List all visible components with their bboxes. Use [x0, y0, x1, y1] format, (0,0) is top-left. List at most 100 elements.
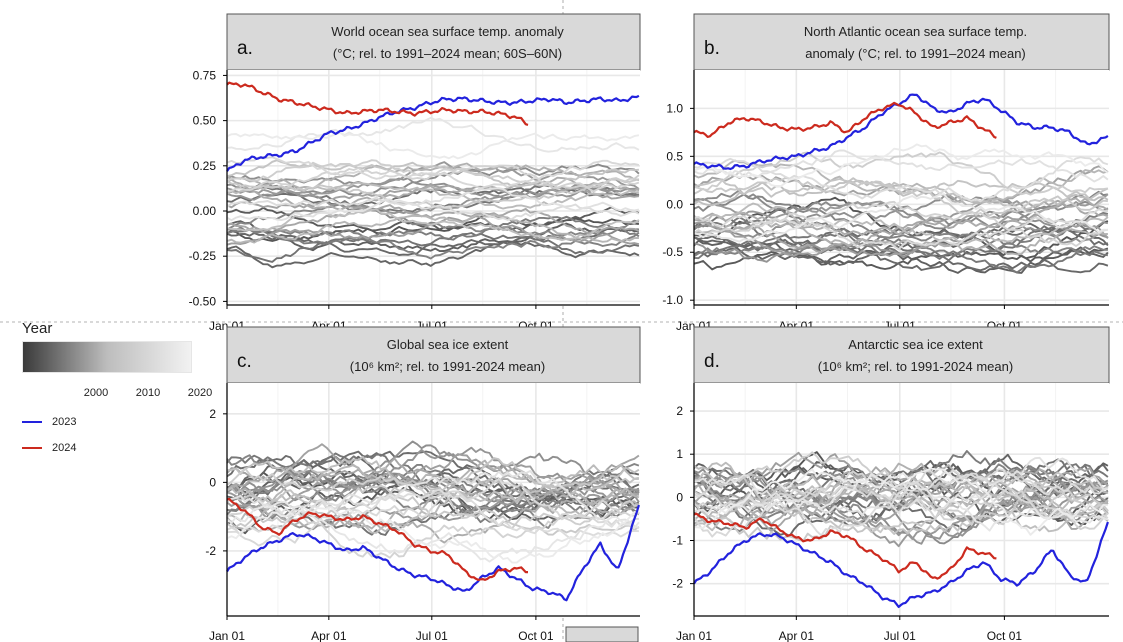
panel-label: c. — [237, 351, 252, 372]
panel-title-line1: Global sea ice extent — [387, 337, 509, 352]
series-line-year-1993 — [226, 220, 639, 253]
y-tick-label: -1.0 — [662, 293, 683, 307]
series-line-year-2017 — [693, 200, 1109, 247]
series-line-year-2008 — [693, 466, 1109, 533]
series-line-year-2019 — [693, 468, 1109, 537]
series-line-year-2021 — [693, 473, 1109, 532]
series-line-year-2018 — [693, 208, 1108, 251]
panel-title-line2: (10⁶ km²; rel. to 1991-2024 mean) — [818, 359, 1013, 374]
legend-swatch-2023 — [22, 421, 42, 423]
series-line-2023 — [693, 93, 1109, 171]
series-line-year-2000 — [693, 232, 1108, 258]
y-tick-label: -2 — [672, 577, 683, 591]
legend: Year 2000 2010 2020 2023 2024 — [22, 320, 212, 457]
series-line-year-2022 — [693, 143, 1109, 188]
series-line-year-2015 — [226, 484, 640, 536]
series-line-year-1992 — [693, 247, 1109, 271]
series-line-year-2012 — [226, 463, 640, 534]
y-tick-label: 0 — [676, 490, 683, 504]
panel-label: a. — [237, 38, 253, 59]
series-line-year-2005 — [226, 487, 640, 531]
x-tick-label: Jan 01 — [676, 629, 712, 642]
x-tick-label: Oct 01 — [518, 629, 554, 642]
series-line-year-2012 — [693, 202, 1109, 245]
legend-tick: 2000 — [83, 387, 109, 399]
series-line-year-2018 — [226, 477, 639, 547]
series-line-year-2019 — [693, 156, 1109, 203]
series-line-year-2017 — [226, 164, 640, 193]
series-line-year-2007 — [226, 182, 640, 209]
legend-item-2024: 2024 — [22, 439, 202, 457]
legend-ticks: 2000 2010 2020 — [22, 387, 212, 405]
y-tick-label: 0 — [209, 475, 216, 489]
series-line-year-2006 — [693, 213, 1109, 257]
series-line-year-1997 — [226, 232, 640, 263]
series-line-year-2018 — [226, 156, 640, 190]
series-line-year-1999 — [226, 215, 640, 245]
x-tick-label: Oct 01 — [987, 629, 1023, 642]
series-line-year-2000 — [226, 226, 640, 260]
x-tick-label: Apr 01 — [311, 629, 347, 642]
y-tick-label: 1.0 — [666, 101, 683, 115]
series-line-year-2010 — [693, 222, 1108, 256]
x-tick-label: Jul 01 — [884, 629, 916, 642]
legend-color-gradient — [22, 341, 192, 373]
series-line-year-2005 — [693, 193, 1109, 223]
y-tick-label: 0.50 — [193, 114, 217, 128]
y-tick-label: 2 — [676, 404, 683, 418]
panel-header — [693, 326, 1110, 384]
series-line-year-2019 — [226, 196, 640, 221]
panel-header — [226, 13, 641, 71]
y-tick-label: 0.5 — [666, 149, 683, 163]
series-line-year-2021 — [693, 193, 1108, 243]
series-line-year-2016 — [226, 467, 639, 530]
legend-swatch-2024 — [22, 447, 42, 449]
panel-title-line1: North Atlantic ocean sea surface temp. — [804, 24, 1027, 39]
series-line-year-2017 — [693, 470, 1109, 531]
series-line-year-2022 — [693, 467, 1108, 536]
series-line-year-2011 — [693, 159, 1109, 207]
panel-c: c. Global sea ice extent (10⁶ km²; rel. to… — [205, 326, 641, 642]
y-tick-label: -0.50 — [189, 294, 217, 308]
series-line-year-2015 — [693, 177, 1109, 217]
series-line-year-2004 — [693, 224, 1109, 263]
series-line-year-2016 — [693, 151, 1109, 196]
series-line-2023 — [226, 504, 640, 602]
y-tick-label: 1 — [676, 447, 683, 461]
series-line-year-2011 — [226, 464, 640, 522]
panel-title-line2: anomaly (°C; rel. to 1991–2024 mean) — [805, 46, 1026, 61]
y-tick-label: 0.75 — [193, 68, 217, 82]
series-line-year-2022 — [226, 506, 639, 564]
panel-label: d. — [704, 351, 720, 372]
series-line-2024 — [226, 81, 529, 126]
panel-b: b. North Atlantic ocean sea surface temp.… — [662, 13, 1110, 333]
series-line-2024 — [693, 512, 997, 580]
series-line-year-2002 — [693, 189, 1109, 229]
series-line-year-1994 — [226, 240, 640, 269]
series-line-2024 — [693, 101, 997, 139]
series-line-2023 — [693, 521, 1109, 609]
x-tick-label: Jan 01 — [209, 629, 245, 642]
next-panel-header-fragment — [565, 626, 639, 642]
panel-a: a. World ocean sea surface temp. anomaly (… — [189, 13, 641, 333]
series-line-year-2022 — [226, 131, 640, 160]
x-tick-label: Jul 01 — [416, 629, 448, 642]
legend-item-2023: 2023 — [22, 413, 202, 431]
series-line-2023 — [226, 94, 640, 172]
legend-label-2023: 2023 — [52, 416, 77, 428]
series-line-year-2015 — [226, 178, 640, 210]
y-tick-label: -2 — [205, 544, 216, 558]
y-tick-label: 2 — [209, 407, 216, 421]
series-line-year-2003 — [226, 440, 640, 503]
panel-label: b. — [704, 38, 720, 59]
series-line-year-2013 — [226, 208, 640, 242]
y-tick-label: -0.25 — [189, 249, 217, 263]
y-tick-label: 0.00 — [193, 204, 217, 218]
series-line-year-2010 — [226, 162, 640, 190]
panel-title-line2: (°C; rel. to 1991–2024 mean; 60S–60N) — [333, 46, 562, 61]
series-line-year-2017 — [226, 499, 640, 559]
panel-title-line1: Antarctic sea ice extent — [848, 337, 983, 352]
panel-title-line1: World ocean sea surface temp. anomaly — [331, 24, 564, 39]
panel-header — [693, 13, 1110, 71]
